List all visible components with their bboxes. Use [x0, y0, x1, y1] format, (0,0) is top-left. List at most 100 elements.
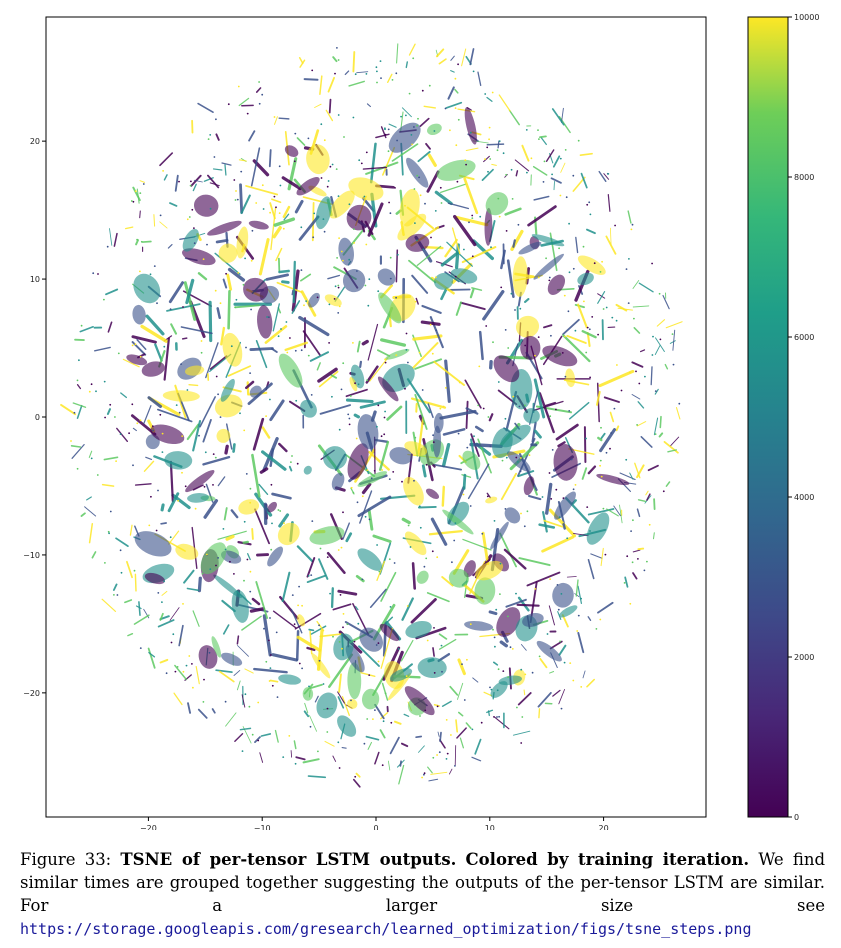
scatter-point — [464, 159, 467, 162]
scatter-point — [561, 352, 564, 354]
scatter-point — [394, 187, 396, 189]
scatter-point — [604, 553, 607, 556]
scatter-point — [360, 162, 363, 165]
scatter-point — [422, 248, 425, 251]
scatter-streak — [503, 548, 527, 570]
scatter-streak — [545, 482, 553, 515]
scatter-point — [227, 103, 230, 106]
scatter-streak — [145, 456, 153, 461]
scatter-cluster — [342, 269, 366, 293]
scatter-point — [586, 326, 589, 329]
scatter-point — [219, 302, 222, 305]
scatter-point — [614, 224, 616, 227]
scatter-streak — [183, 569, 195, 584]
scatter-streak — [432, 647, 435, 657]
scatter-point — [504, 329, 507, 331]
scatter-streak — [595, 390, 601, 406]
scatter-cluster — [425, 488, 440, 499]
scatter-streak — [72, 402, 87, 408]
scatter-point — [329, 592, 331, 595]
scatter-streak — [272, 226, 282, 239]
scatter-point — [339, 594, 342, 596]
scatter-streak — [252, 417, 265, 451]
scatter-streak — [432, 463, 463, 471]
scatter-streak — [367, 508, 374, 531]
scatter-streak — [391, 143, 419, 162]
scatter-point — [268, 639, 270, 642]
scatter-streak — [557, 441, 566, 448]
scatter-point — [373, 469, 376, 472]
scatter-streak — [461, 48, 467, 67]
scatter-point — [381, 469, 383, 471]
scatter-streak — [454, 215, 489, 227]
scatter-streak — [241, 694, 246, 708]
scatter-streak — [632, 549, 641, 553]
scatter-streak — [124, 599, 133, 604]
caption-url-link[interactable]: https://storage.googleapis.com/gresearch… — [20, 920, 752, 938]
scatter-streak — [209, 355, 228, 370]
scatter-streak — [224, 164, 227, 176]
scatter-streak — [430, 771, 448, 775]
scatter-point — [387, 128, 390, 131]
scatter-streak — [465, 407, 479, 415]
scatter-streak — [294, 199, 304, 214]
scatter-point — [494, 645, 496, 648]
scatter-streak — [159, 612, 164, 621]
scatter-point — [496, 149, 499, 152]
scatter-streak — [632, 305, 650, 308]
scatter-streak — [178, 624, 184, 647]
scatter-streak — [136, 339, 147, 350]
scatter-point — [320, 177, 323, 179]
scatter-streak — [374, 751, 380, 765]
scatter-cluster — [349, 376, 358, 392]
scatter-streak — [325, 109, 334, 122]
scatter-cluster — [296, 177, 320, 196]
scatter-point — [516, 461, 519, 463]
scatter-point — [473, 435, 475, 438]
scatter-point — [610, 432, 612, 434]
scatter-point — [416, 124, 418, 127]
scatter-point — [340, 250, 343, 253]
scatter-streak — [575, 236, 579, 254]
scatter-point — [342, 511, 344, 514]
scatter-streak — [637, 499, 647, 503]
scatter-streak — [664, 363, 669, 370]
scatter-point — [555, 488, 558, 491]
scatter-streak — [248, 130, 256, 142]
scatter-streak — [260, 733, 272, 737]
scatter-point — [307, 137, 310, 140]
scatter-streak — [159, 658, 169, 664]
scatter-cluster — [267, 546, 284, 567]
scatter-streak — [357, 495, 392, 518]
scatter-point — [291, 455, 293, 457]
scatter-streak — [317, 367, 338, 383]
scatter-streak — [566, 334, 587, 344]
scatter-streak — [115, 537, 129, 547]
scatter-point — [395, 296, 397, 299]
scatter-streak — [400, 742, 409, 748]
scatter-streak — [141, 240, 152, 243]
scatter-streak — [606, 508, 619, 517]
scatter-point — [372, 718, 374, 720]
scatter-streak — [398, 764, 405, 785]
scatter-streak — [645, 490, 649, 496]
scatter-point — [450, 734, 452, 736]
scatter-point — [633, 317, 635, 320]
scatter-cluster — [558, 605, 578, 618]
scatter-streak — [382, 146, 396, 176]
scatter-point — [436, 705, 439, 708]
scatter-point — [266, 316, 268, 318]
scatter-cluster — [536, 640, 562, 662]
scatter-streak — [183, 281, 197, 321]
scatter-streak — [76, 404, 83, 419]
scatter-point — [261, 93, 264, 96]
scatter-point — [249, 372, 252, 374]
scatter-cluster — [493, 355, 520, 383]
scatter-streak — [457, 658, 466, 676]
scatter-streak — [269, 679, 279, 683]
scatter-streak — [415, 297, 419, 305]
scatter-point — [454, 522, 457, 524]
scatter-streak — [394, 720, 402, 725]
scatter-point — [453, 539, 456, 542]
scatter-cluster — [236, 226, 249, 259]
